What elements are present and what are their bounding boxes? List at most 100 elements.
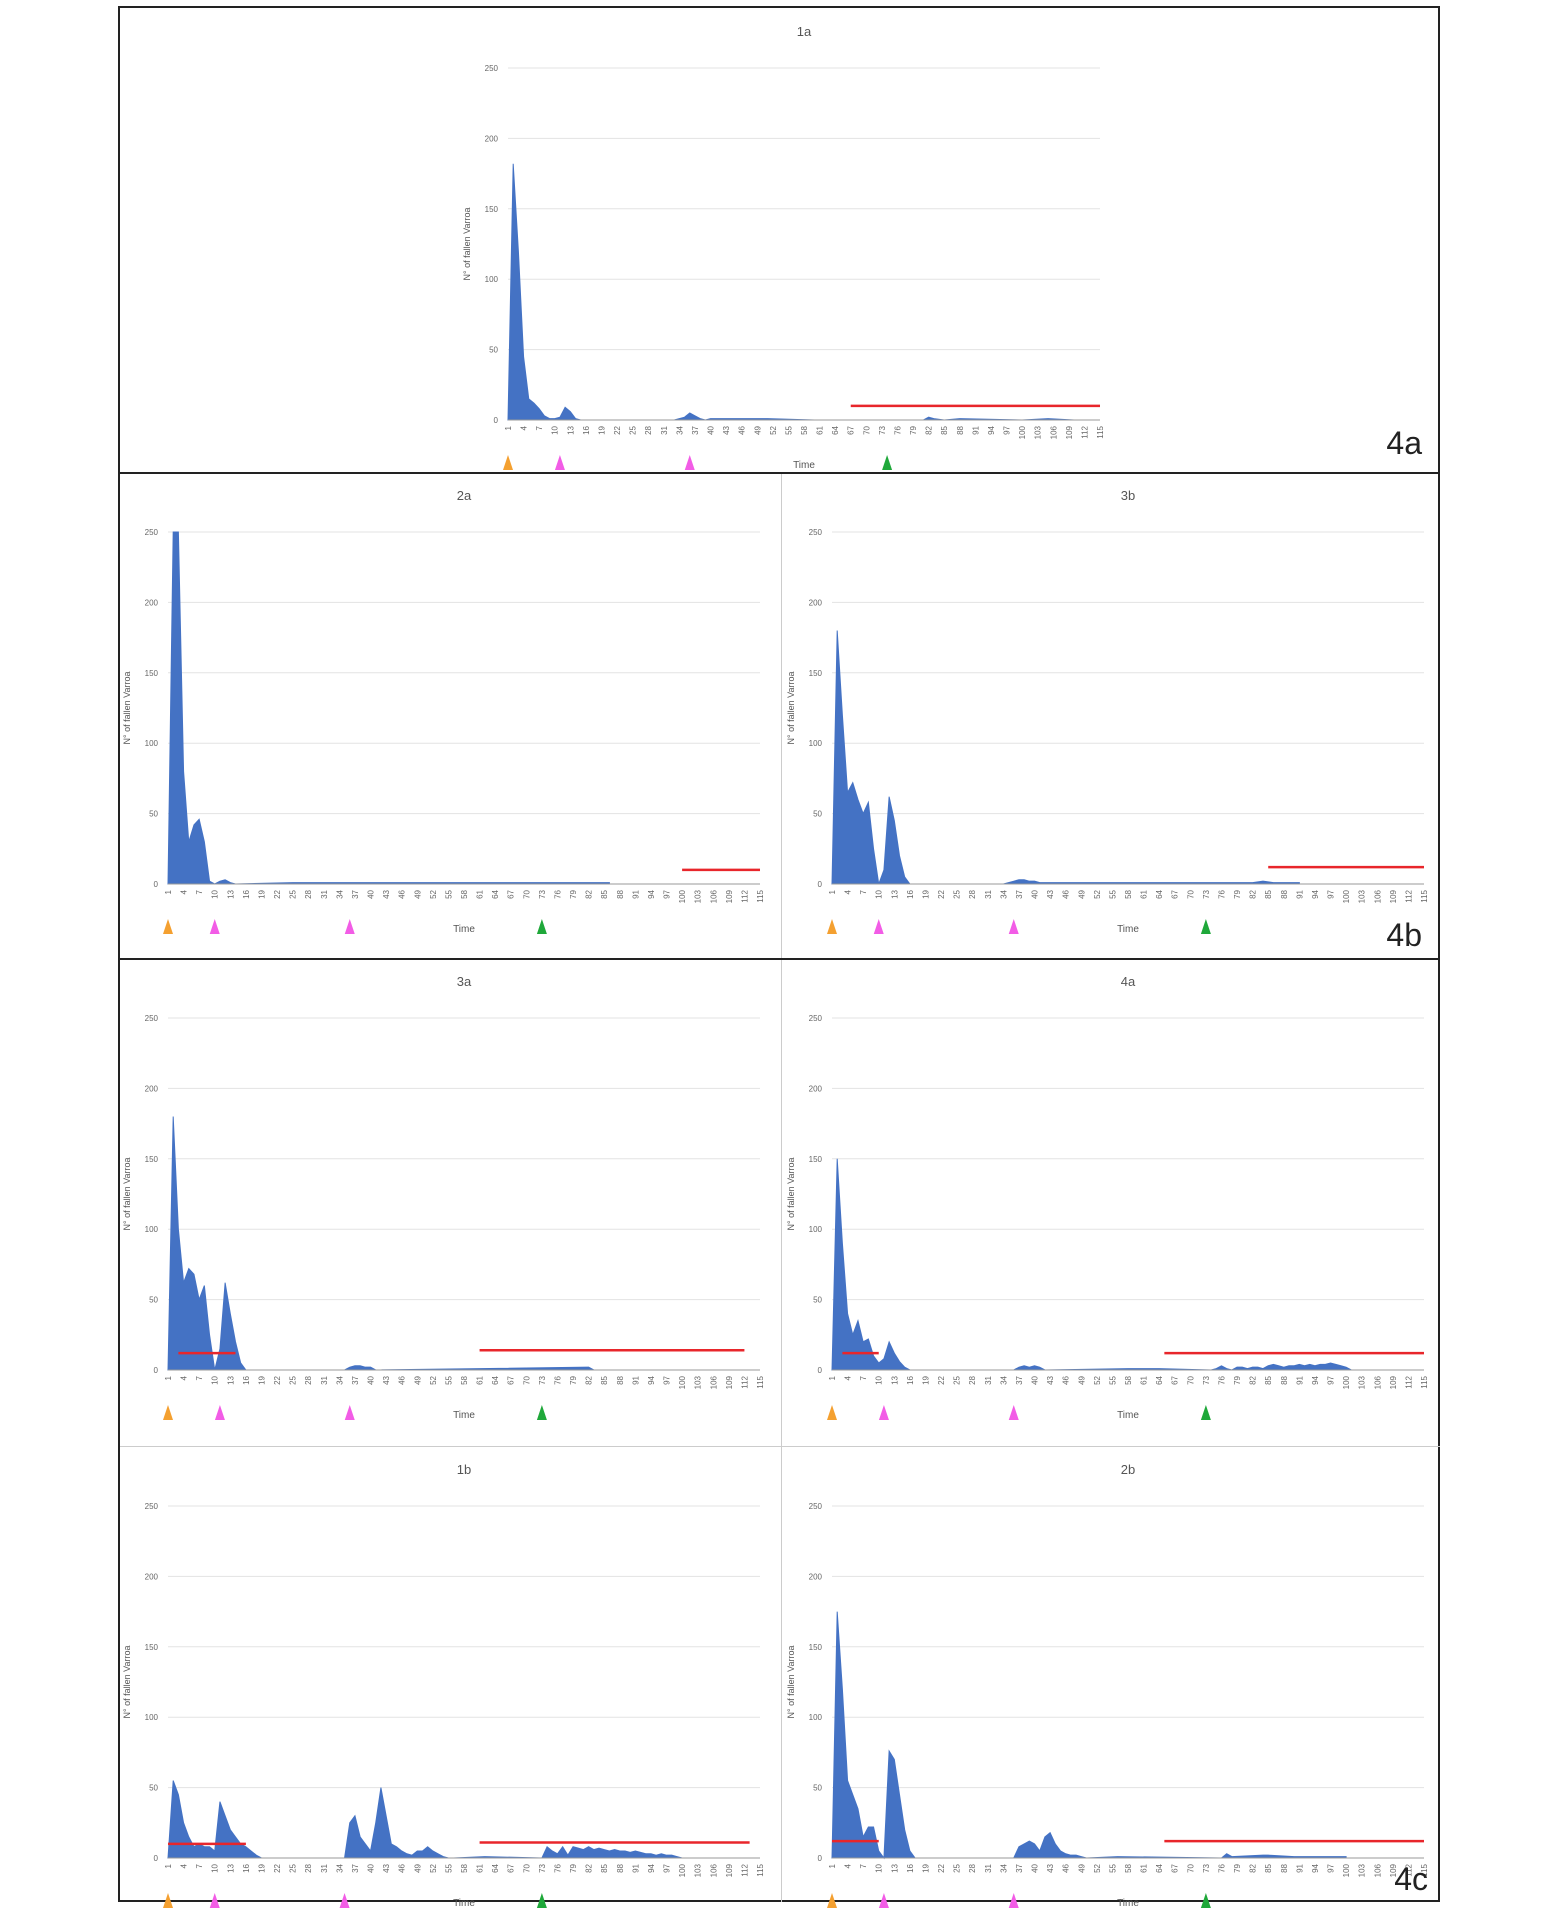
x-tick-label: 28	[968, 889, 977, 898]
x-tick-label: 85	[1264, 1863, 1273, 1872]
orange-triangle-marker	[163, 1405, 173, 1420]
x-tick-label: 25	[953, 1863, 962, 1872]
x-tick-label: 49	[753, 425, 762, 434]
x-tick-label: 79	[1233, 1375, 1242, 1384]
x-tick-label: 88	[956, 425, 965, 434]
y-tick-label: 100	[145, 739, 159, 748]
x-tick-label: 10	[875, 889, 884, 898]
x-tick-label: 70	[862, 425, 871, 434]
x-tick-label: 46	[1062, 1375, 1071, 1384]
x-tick-label: 37	[351, 889, 360, 898]
y-tick-label: 200	[485, 134, 499, 143]
x-tick-label: 88	[616, 1863, 625, 1872]
x-tick-label: 61	[476, 1375, 485, 1384]
x-tick-label: 19	[257, 1375, 266, 1384]
x-tick-label: 61	[476, 889, 485, 898]
x-tick-label: 22	[937, 1863, 946, 1872]
x-tick-label: 46	[1062, 1863, 1071, 1872]
x-tick-label: 40	[1031, 889, 1040, 898]
x-tick-label: 106	[1373, 1863, 1382, 1877]
x-tick-label: 1	[164, 1863, 173, 1868]
x-tick-label: 88	[1280, 1375, 1289, 1384]
x-tick-label: 112	[1404, 1863, 1413, 1876]
chart-svg: 4a 0 50 100 150 200 250 N° of fallen Varroa 1 4 7 1…	[786, 974, 1429, 1421]
x-tick-label: 43	[722, 425, 731, 434]
chart-svg: 1a 0 50 100 150 200 250 N° of fallen Varroa 1 4 7 1…	[462, 24, 1105, 471]
y-tick-label: 50	[149, 1296, 158, 1305]
x-tick-label: 103	[1358, 889, 1367, 903]
panel-divider	[781, 960, 782, 1902]
x-tick-label: 31	[660, 425, 669, 434]
x-tick-label: 10	[875, 1375, 884, 1384]
x-tick-label: 112	[1080, 425, 1089, 438]
x-tick-label: 25	[289, 889, 298, 898]
y-tick-label: 50	[813, 810, 822, 819]
x-tick-label: 67	[1171, 1863, 1180, 1872]
x-tick-label: 22	[273, 1863, 282, 1872]
y-axis-label: N° of fallen Varroa	[786, 1646, 796, 1719]
x-tick-label: 7	[859, 889, 868, 894]
x-tick-label: 115	[1420, 889, 1429, 902]
x-axis-label: Time	[453, 924, 475, 935]
x-tick-label: 85	[600, 889, 609, 898]
panel-label-4b: 4b	[1386, 917, 1422, 953]
green-triangle-marker	[1200, 1893, 1211, 1908]
x-tick-label: 58	[1124, 1375, 1133, 1384]
x-tick-label: 100	[678, 889, 687, 903]
chart-1b: 1b 0 50 100 150 200 250 N° of fallen Varroa 1 4 7 1…	[120, 1448, 780, 1918]
green-triangle-marker	[536, 919, 547, 934]
x-tick-label: 106	[709, 1863, 718, 1877]
series-area	[167, 1116, 595, 1371]
x-tick-label: 43	[1046, 1863, 1055, 1872]
x-axis-label: Time	[453, 1898, 475, 1909]
x-tick-label: 64	[491, 889, 500, 898]
chart-1a: 1a 0 50 100 150 200 250 N° of fallen Varroa 1 4 7 1…	[460, 10, 1120, 480]
panel-label-4c: 4c	[1394, 1861, 1428, 1897]
x-tick-label: 67	[1171, 889, 1180, 898]
y-axis-label: N° of fallen Varroa	[786, 1158, 796, 1231]
chart-title: 2b	[1121, 1462, 1135, 1477]
x-tick-label: 82	[1249, 1375, 1258, 1384]
x-tick-label: 28	[304, 1863, 313, 1872]
x-tick-label: 61	[1140, 1863, 1149, 1872]
y-tick-label: 250	[145, 1014, 159, 1023]
x-tick-label: 106	[709, 889, 718, 903]
x-tick-label: 31	[984, 1863, 993, 1872]
x-tick-label: 13	[226, 1375, 235, 1384]
x-tick-label: 61	[476, 1863, 485, 1872]
green-triangle-marker	[1200, 1405, 1211, 1420]
x-tick-label: 34	[999, 889, 1008, 898]
y-tick-label: 50	[489, 346, 498, 355]
x-tick-label: 34	[335, 1863, 344, 1872]
x-tick-label: 55	[444, 889, 453, 898]
x-tick-label: 91	[1295, 1375, 1304, 1384]
x-axis-label: Time	[1117, 1410, 1139, 1421]
x-tick-label: 25	[289, 1863, 298, 1872]
pink-triangle-marker	[1008, 919, 1019, 934]
y-tick-label: 0	[818, 1854, 823, 1863]
x-tick-label: 55	[444, 1863, 453, 1872]
y-tick-label: 50	[149, 810, 158, 819]
x-tick-label: 112	[1404, 889, 1413, 902]
x-tick-label: 115	[1420, 1375, 1429, 1388]
x-tick-label: 94	[647, 1375, 656, 1384]
x-tick-label: 85	[1264, 889, 1273, 898]
chart-title: 3a	[457, 974, 472, 989]
x-tick-label: 58	[460, 889, 469, 898]
x-tick-label: 76	[553, 889, 562, 898]
x-tick-label: 64	[1155, 1863, 1164, 1872]
x-tick-label: 1	[828, 1863, 837, 1868]
x-tick-label: 97	[1327, 889, 1336, 898]
x-tick-label: 25	[953, 1375, 962, 1384]
x-tick-label: 73	[538, 889, 547, 898]
x-tick-label: 46	[398, 889, 407, 898]
x-tick-label: 112	[740, 1863, 749, 1876]
pink-triangle-marker	[878, 1893, 889, 1908]
x-tick-label: 76	[893, 425, 902, 434]
x-tick-label: 67	[1171, 1375, 1180, 1384]
panel-label-4a: 4a	[1386, 425, 1422, 461]
x-tick-label: 97	[663, 889, 672, 898]
x-tick-label: 61	[1140, 1375, 1149, 1384]
series-area	[831, 1611, 1347, 1860]
x-tick-label: 25	[629, 425, 638, 434]
